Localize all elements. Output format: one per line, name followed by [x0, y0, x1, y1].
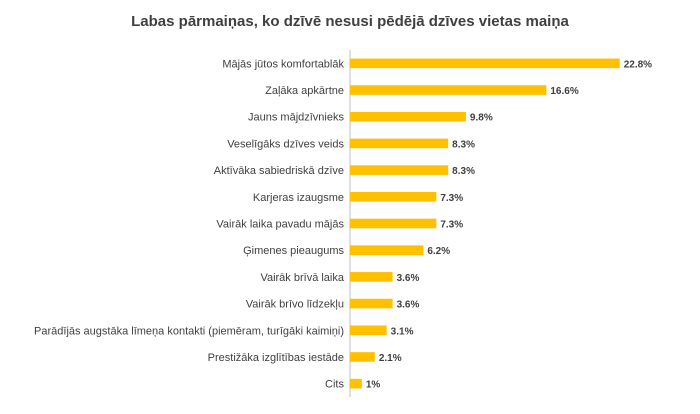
bar [350, 378, 362, 389]
category-label: Cits [325, 379, 344, 391]
bars-group: Mājās jūtos komfortablāk 22.8% Zaļāka apkā… [34, 58, 652, 390]
data-label: 7.3% [440, 220, 463, 231]
data-label: 1% [366, 380, 381, 391]
category-label: Ģimenes pieaugums [243, 245, 344, 257]
category-label: Veselīgāks dzīves veids [227, 138, 344, 150]
category-label: Vairāk brīvā laika [260, 272, 344, 284]
category-label: Mājās jūtos komfortablāk [222, 58, 344, 70]
category-label: Karjeras izaugsme [253, 192, 344, 204]
bar [350, 352, 375, 362]
category-label: Aktīvāka sabiedriskā dzīve [214, 165, 344, 177]
bar [350, 218, 437, 229]
data-label: 6.2% [427, 246, 450, 257]
category-label: Vairāk brīvo līdzekļu [246, 299, 344, 311]
data-label: 8.3% [452, 139, 475, 150]
category-label: Parādījās augstāka līmeņa kontakti (piem… [34, 325, 344, 337]
bar [350, 192, 437, 202]
bar [350, 272, 393, 282]
category-label: Prestižāka izglītības iestāde [208, 352, 344, 364]
bar [350, 58, 620, 69]
data-label: 9.8% [470, 113, 493, 124]
category-label: Vairāk laika pavadu mājās [216, 219, 344, 231]
bar [350, 85, 547, 95]
data-label: 16.6% [550, 86, 578, 97]
data-label: 7.3% [440, 193, 463, 204]
data-label: 2.1% [379, 353, 402, 364]
data-label: 3.6% [397, 273, 420, 284]
category-label: Zaļāka apkārtne [265, 85, 344, 97]
category-label: Jauns mājdzīvnieks [248, 112, 344, 124]
bar [350, 165, 449, 175]
bar [350, 138, 449, 149]
data-label: 3.1% [391, 326, 414, 337]
chart-title: Labas pārmaiņas, ko dzīvē nesusi pēdējā … [131, 13, 569, 30]
data-label: 3.6% [397, 300, 420, 311]
bar [350, 111, 466, 122]
bar [350, 245, 424, 255]
data-label: 8.3% [452, 166, 475, 177]
bar [350, 298, 393, 309]
data-label: 22.8% [624, 59, 652, 70]
bar [350, 325, 387, 336]
